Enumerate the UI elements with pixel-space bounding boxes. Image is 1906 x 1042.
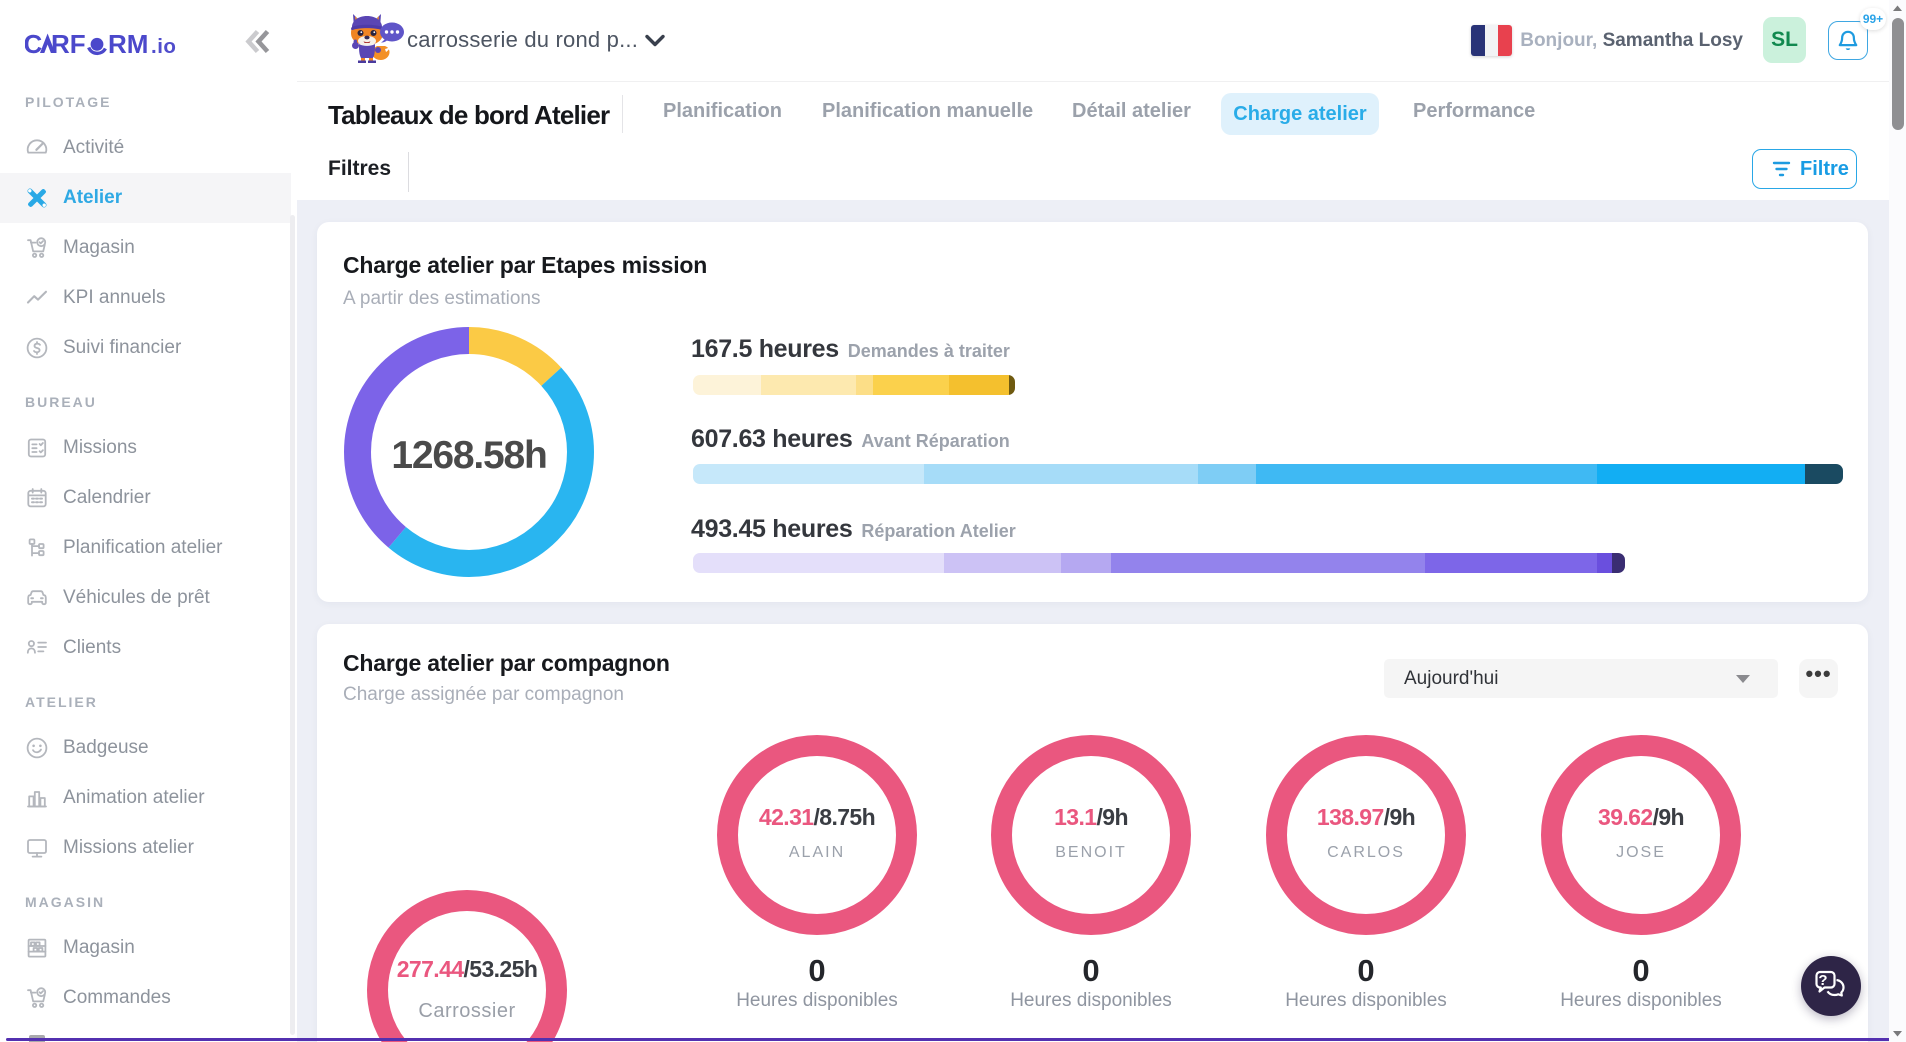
svg-text:C: C (25, 29, 43, 56)
svg-text:RF: RF (51, 29, 86, 56)
svg-text:RM: RM (108, 29, 148, 56)
svg-text:.io: .io (151, 35, 176, 56)
